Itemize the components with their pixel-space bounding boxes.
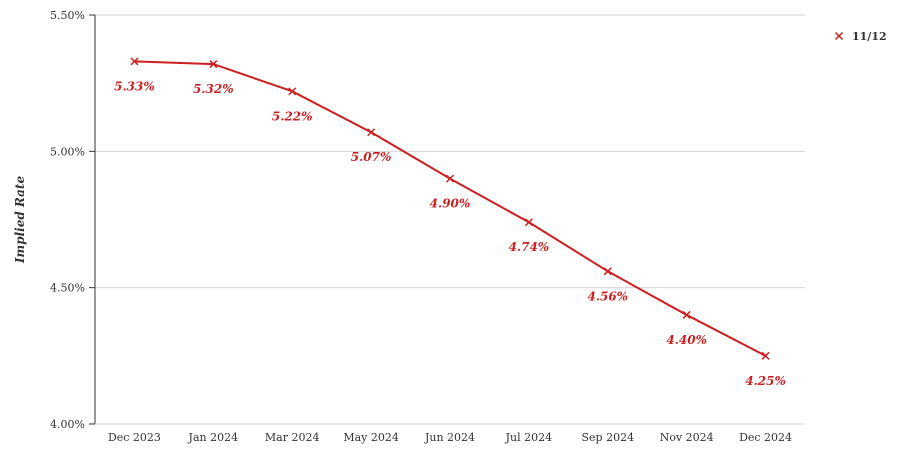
- data-point-marker: [445, 174, 455, 183]
- marker-stroke: [209, 60, 218, 69]
- x-tick-label: Sep 2024: [581, 431, 634, 444]
- marker-stroke: [761, 351, 770, 360]
- data-label: 4.90%: [430, 197, 471, 211]
- data-label: 4.74%: [509, 240, 550, 254]
- y-tick-labels: 4.00% 4.50% 5.00% 5.50%: [50, 9, 85, 431]
- data-point-marker: [603, 267, 612, 276]
- data-label: 5.33%: [114, 79, 155, 93]
- legend-entry: 11/12: [852, 30, 887, 43]
- marker-stroke: [524, 218, 533, 227]
- y-tick-label: 4.50%: [50, 282, 85, 295]
- data-point-marker: [682, 310, 691, 319]
- y-tick-label: 5.00%: [50, 145, 85, 158]
- marker-stroke: [288, 87, 297, 96]
- data-point-marker: [524, 218, 533, 227]
- x-tick-label: Nov 2024: [660, 431, 714, 444]
- data-label: 5.32%: [193, 82, 234, 96]
- grid-lines: [95, 14, 805, 289]
- x-tick-label: Jan 2024: [188, 431, 239, 444]
- legend-marker-icon: [834, 31, 844, 41]
- data-point-marker: [130, 57, 139, 66]
- data-label: 4.40%: [666, 333, 707, 347]
- marker-stroke: [367, 128, 376, 137]
- data-label: 5.22%: [272, 109, 313, 123]
- data-point-marker: [209, 60, 218, 69]
- x-tick-label: Dec 2023: [108, 431, 161, 444]
- data-point-marker: [288, 87, 297, 96]
- legend: 11/12: [834, 30, 887, 43]
- data-point-marker: [761, 351, 770, 360]
- marker-stroke: [130, 57, 139, 66]
- data-labels: 5.33% 5.32% 5.22% 5.07% 4.90% 4.74% 4.56% 4.40%…: [114, 79, 786, 387]
- x-tick-label: Jul 2024: [505, 431, 553, 444]
- marker-stroke: [603, 267, 612, 276]
- data-point-marker: [367, 128, 376, 137]
- legend-marker-stroke: [834, 31, 844, 41]
- y-axis-label: Implied Rate: [13, 176, 27, 265]
- x-tick-labels: Dec 2023 Jan 2024 Mar 2024 May 2024 Jun 2024…: [108, 431, 792, 444]
- data-label: 4.25%: [745, 374, 786, 388]
- x-tick-label: Dec 2024: [739, 431, 792, 444]
- y-tick-label: 4.00%: [50, 418, 85, 431]
- data-label: 4.56%: [587, 289, 628, 303]
- series: [130, 57, 770, 360]
- x-tick-label: Jun 2024: [424, 431, 475, 444]
- x-tick-label: May 2024: [343, 431, 399, 444]
- marker-stroke: [445, 174, 455, 183]
- marker-stroke: [682, 310, 691, 319]
- y-tick-label: 5.50%: [50, 9, 85, 22]
- axes: [89, 14, 805, 425]
- x-tick-label: Mar 2024: [265, 431, 320, 444]
- data-label: 5.07%: [351, 150, 392, 164]
